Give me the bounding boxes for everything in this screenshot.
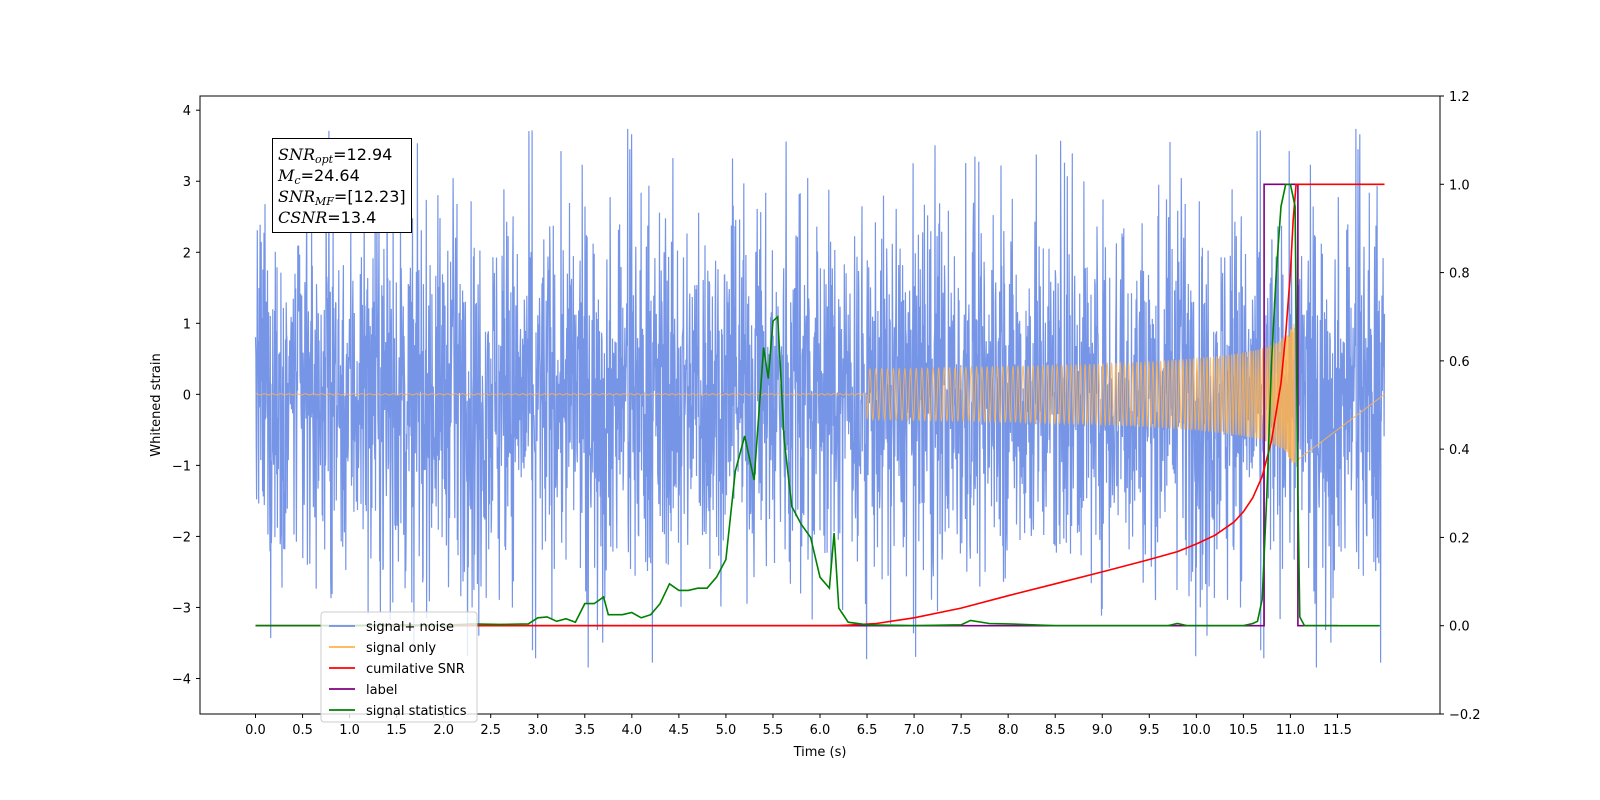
legend-label: signal only: [366, 641, 436, 656]
y-left-tick-label: 4: [183, 104, 191, 119]
y-axis-left: −4 −3 −2 −1 0 1 2 3 4: [172, 104, 200, 687]
legend-label: signal+ noise: [366, 620, 454, 635]
x-tick-label: 8.5: [1045, 723, 1066, 738]
x-tick-label: 9.0: [1092, 723, 1113, 738]
x-tick-label: 11.0: [1276, 723, 1305, 738]
y-right-tick-label: 0.8: [1449, 267, 1470, 282]
x-tick-label: 0.5: [292, 723, 313, 738]
series-cumulative-snr: [255, 183, 1385, 627]
snr-opt-value: 12.94: [346, 145, 393, 164]
x-tick-label: 6.5: [857, 723, 878, 738]
series-signal-only: [255, 323, 1385, 465]
y-left-tick-label: −2: [172, 530, 191, 545]
y-left-tick-label: −1: [172, 459, 191, 474]
x-tick-label: 4.0: [621, 723, 642, 738]
x-tick-label: 1.0: [339, 723, 360, 738]
snr-mf-value: [12.23]: [347, 187, 406, 206]
mc-value: 24.64: [313, 166, 360, 185]
x-tick-label: 8.0: [998, 723, 1019, 738]
y-left-tick-label: 2: [183, 246, 191, 261]
y-left-tick-label: 0: [183, 388, 191, 403]
snr-mf-line: SNRMF=[12.23]: [278, 187, 406, 208]
x-tick-label: 10.0: [1182, 723, 1211, 738]
x-tick-label: 9.5: [1139, 723, 1160, 738]
csnr-value: 13.4: [340, 208, 377, 227]
series-layer: [254, 128, 1386, 668]
y-right-tick-label: 0.4: [1449, 443, 1470, 458]
x-tick-label: 7.5: [951, 723, 972, 738]
y-right-tick-label: 0.6: [1449, 355, 1470, 370]
y-axis-label: Whitened strain: [149, 353, 164, 456]
x-tick-label: 3.5: [574, 723, 595, 738]
x-tick-label: 2.0: [433, 723, 454, 738]
snr-info-box: SNRopt=12.94 Mc=24.64 SNRMF=[12.23] CSNR…: [272, 138, 412, 233]
x-tick-label: 10.5: [1229, 723, 1258, 738]
y-left-tick-label: 1: [183, 317, 191, 332]
snr-opt-line: SNRopt=12.94: [278, 145, 393, 166]
x-tick-label: 5.5: [763, 723, 784, 738]
legend-label: cumilative SNR: [366, 662, 465, 677]
csnr-line: CSNR=13.4: [278, 208, 377, 227]
y-left-tick-label: 3: [183, 175, 191, 190]
series-signal-noise: [254, 128, 1386, 668]
y-right-tick-label: −0.2: [1449, 708, 1481, 723]
y-axis-right: −0.2 0.0 0.2 0.4 0.6 0.8 1.0 1.2: [1440, 90, 1481, 723]
y-left-tick-label: −3: [172, 601, 191, 616]
x-axis: 0.0 0.5 1.0 1.5 2.0 2.5 3.0 3.5 4.0 4.5 5.0 5.5 6.0 6…: [245, 714, 1352, 738]
y-right-tick-label: 1.2: [1449, 90, 1470, 105]
y-right-tick-label: 0.2: [1449, 531, 1470, 546]
x-tick-label: 2.5: [480, 723, 501, 738]
series-signal-statistics: [255, 183, 1380, 627]
x-tick-label: 4.5: [669, 723, 690, 738]
x-tick-label: 0.0: [245, 723, 266, 738]
legend-frame: [320, 611, 478, 723]
x-tick-label: 5.0: [716, 723, 737, 738]
legend-label: signal statistics: [366, 704, 467, 719]
legend-label: label: [366, 683, 397, 698]
x-tick-label: 1.5: [386, 723, 407, 738]
y-right-tick-label: 1.0: [1449, 178, 1470, 193]
y-right-tick-label: 0.0: [1449, 620, 1470, 635]
x-tick-label: 6.0: [810, 723, 831, 738]
x-tick-label: 3.0: [527, 723, 548, 738]
x-axis-label: Time (s): [793, 745, 847, 760]
x-tick-label: 7.0: [904, 723, 925, 738]
x-tick-label: 11.5: [1323, 723, 1352, 738]
legend: signal+ noise signal only cumilative SNR la…: [320, 611, 478, 723]
y-left-tick-label: −4: [172, 672, 191, 687]
mc-line: Mc=24.64: [278, 166, 360, 187]
